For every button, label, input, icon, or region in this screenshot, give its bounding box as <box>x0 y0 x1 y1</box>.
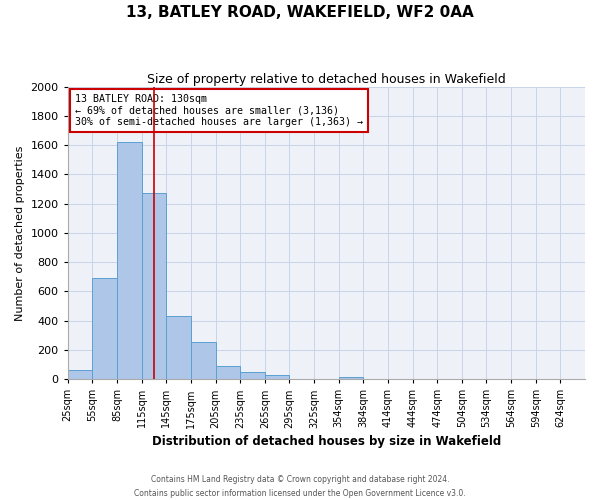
Bar <box>166 316 191 379</box>
Bar <box>240 372 265 379</box>
Bar <box>191 342 215 379</box>
Text: 13, BATLEY ROAD, WAKEFIELD, WF2 0AA: 13, BATLEY ROAD, WAKEFIELD, WF2 0AA <box>126 5 474 20</box>
Bar <box>142 192 166 379</box>
Bar <box>92 278 117 379</box>
Bar <box>117 142 142 379</box>
Bar <box>68 370 92 379</box>
Bar <box>265 375 289 379</box>
Text: Contains HM Land Registry data © Crown copyright and database right 2024.
Contai: Contains HM Land Registry data © Crown c… <box>134 476 466 498</box>
Bar <box>338 377 364 379</box>
Y-axis label: Number of detached properties: Number of detached properties <box>15 145 25 320</box>
Text: 13 BATLEY ROAD: 130sqm
← 69% of detached houses are smaller (3,136)
30% of semi-: 13 BATLEY ROAD: 130sqm ← 69% of detached… <box>76 94 364 127</box>
X-axis label: Distribution of detached houses by size in Wakefield: Distribution of detached houses by size … <box>152 434 501 448</box>
Title: Size of property relative to detached houses in Wakefield: Size of property relative to detached ho… <box>147 72 506 86</box>
Bar <box>215 366 240 379</box>
